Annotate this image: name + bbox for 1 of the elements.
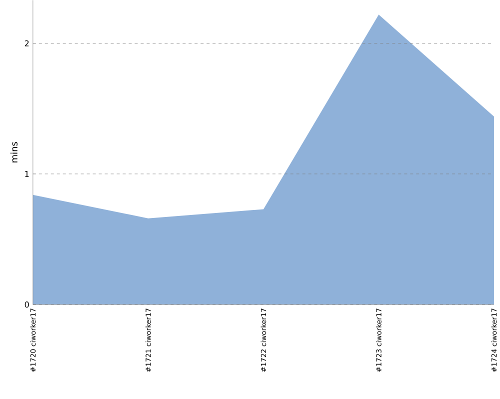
y-axis-title: mins — [10, 142, 18, 162]
